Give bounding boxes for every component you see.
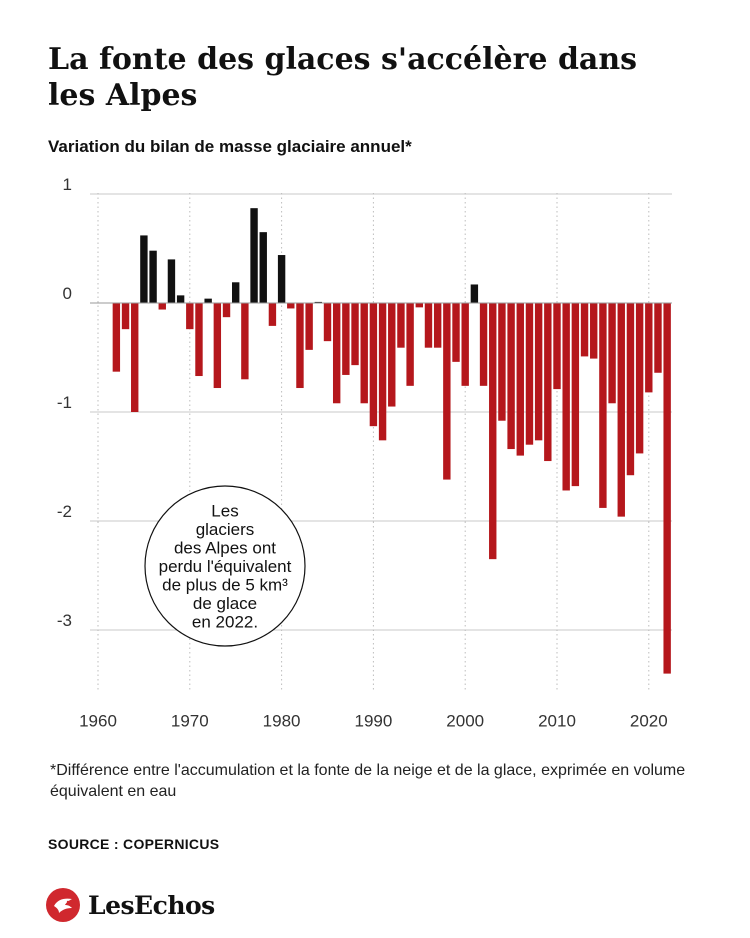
bar-1968 <box>167 259 176 303</box>
bar-1970 <box>186 303 194 330</box>
bar-2003 <box>489 303 497 560</box>
bar-1972 <box>204 298 212 303</box>
bar-2008 <box>534 303 543 441</box>
bar-1969 <box>176 295 185 303</box>
annotation-line: de glace <box>193 594 257 613</box>
bar-1980 <box>277 255 286 303</box>
bar-2001 <box>470 284 479 303</box>
bar-2000 <box>461 303 469 386</box>
bar-1979 <box>268 303 277 326</box>
bar-2009 <box>544 303 552 462</box>
les-echos-bird-icon <box>46 888 80 922</box>
bar-2006 <box>516 303 524 456</box>
bar-1965 <box>140 235 148 303</box>
annotation-line: des Alpes ont <box>174 539 276 558</box>
annotation-line: glaciers <box>196 520 255 539</box>
bar-1999 <box>452 303 460 362</box>
footnote: *Différence entre l'accumulation et la f… <box>50 762 686 800</box>
bar-1976 <box>241 303 249 380</box>
annotation-line: perdu l'équivalent <box>159 557 292 576</box>
bar-1992 <box>388 303 396 407</box>
bar-1998 <box>443 303 451 480</box>
y-tick-label: 1 <box>63 175 72 194</box>
bar-1993 <box>397 303 405 348</box>
bar-1975 <box>232 282 240 303</box>
annotation-line: en 2022. <box>192 613 258 632</box>
x-tick-label: 1980 <box>263 712 301 731</box>
bar-2016 <box>608 303 616 404</box>
bar-2019 <box>635 303 644 454</box>
bar-2018 <box>626 303 635 476</box>
bar-1997 <box>433 303 442 348</box>
bar-1963 <box>121 303 130 330</box>
bar-1985 <box>323 303 332 342</box>
bar-1967 <box>158 303 166 310</box>
bar-1994 <box>406 303 414 386</box>
bar-2002 <box>479 303 488 386</box>
bar-2004 <box>498 303 506 421</box>
x-tick-label: 1990 <box>354 712 392 731</box>
bar-1982 <box>296 303 304 389</box>
chart-subtitle: Variation du bilan de masse glaciaire an… <box>48 137 412 156</box>
bar-2013 <box>580 303 589 357</box>
brand-name: LesEchos <box>88 890 215 920</box>
bar-chart: 1 0 -1 -2 -3 1960 1970 1980 1990 2000 2010 2020 Le… <box>57 175 672 731</box>
bar-2015 <box>599 303 607 508</box>
chart-title: La fonte des glaces s'accélère dans les … <box>48 42 638 113</box>
bar-1973 <box>213 303 222 389</box>
x-tick-label: 1970 <box>171 712 209 731</box>
bar-2010 <box>553 303 561 390</box>
bar-1989 <box>360 303 368 404</box>
bar-2017 <box>617 303 625 517</box>
bar-1964 <box>131 303 139 412</box>
bar-1983 <box>305 303 313 350</box>
bar-2012 <box>571 303 580 487</box>
brand-logo-block: LesEchos <box>46 888 215 922</box>
bar-1977 <box>250 208 258 303</box>
y-tick-label: -3 <box>57 611 72 630</box>
bar-1990 <box>369 303 378 427</box>
bar-1988 <box>351 303 359 366</box>
bar-1996 <box>424 303 433 348</box>
bar-1987 <box>342 303 350 375</box>
y-tick-labels: 1 0 -1 -2 -3 <box>57 175 72 630</box>
bar-2022 <box>663 303 671 674</box>
bar-1981 <box>287 303 295 309</box>
bars <box>112 208 671 674</box>
annotation-circle <box>144 485 306 647</box>
x-tick-label: 2020 <box>630 712 668 731</box>
bar-1974 <box>222 303 231 318</box>
bar-1971 <box>195 303 203 377</box>
y-tick-label: -2 <box>57 502 72 521</box>
bar-2021 <box>654 303 662 373</box>
x-tick-label: 2000 <box>446 712 484 731</box>
bar-2007 <box>525 303 534 445</box>
bar-2005 <box>507 303 515 450</box>
bar-2011 <box>562 303 570 491</box>
bar-1966 <box>149 250 157 303</box>
y-tick-label: 0 <box>63 284 72 303</box>
source-label: SOURCE : COPERNICUS <box>48 836 220 852</box>
bar-1986 <box>332 303 341 404</box>
bar-1962 <box>112 303 121 372</box>
bar-2020 <box>645 303 653 393</box>
bar-1991 <box>378 303 387 441</box>
bar-2014 <box>590 303 598 359</box>
x-tick-labels: 1960 1970 1980 1990 2000 2010 2020 <box>79 712 668 731</box>
x-tick-label: 2010 <box>538 712 576 731</box>
y-tick-label: -1 <box>57 393 72 412</box>
bar-1984 <box>314 301 323 303</box>
x-tick-label: 1960 <box>79 712 117 731</box>
annotation-line: de plus de 5 km³ <box>162 576 288 595</box>
bar-1978 <box>259 232 267 303</box>
annotation-line: Les <box>211 502 238 521</box>
bar-1995 <box>415 303 423 308</box>
